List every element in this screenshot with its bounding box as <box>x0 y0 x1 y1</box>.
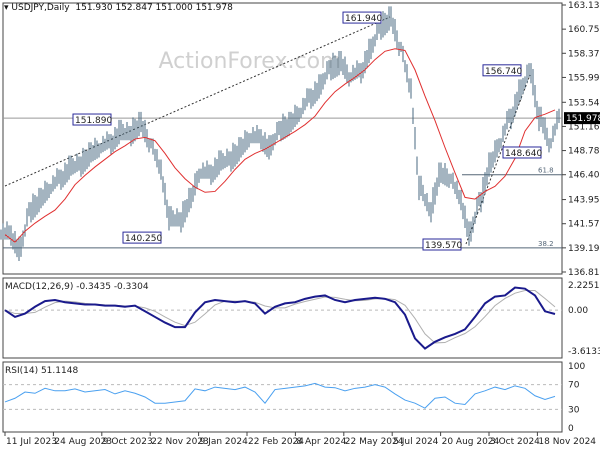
y-tick-label: 160.750 <box>568 25 600 35</box>
y-tick-label: 153.540 <box>568 98 600 108</box>
pane-frame <box>2 361 563 433</box>
macd-title: MACD(12,26,9) -0.3435 -0.3304 <box>5 282 149 292</box>
watermark: ActionForex.com <box>159 49 342 74</box>
rsi-axis-label: 70 <box>568 381 580 391</box>
y-tick-label: 143.950 <box>568 196 600 206</box>
x-tick-label: 22 May 2024 <box>345 437 404 447</box>
rsi-axis-label: 30 <box>568 405 580 415</box>
price-annotation-box <box>72 113 112 126</box>
price-annotation-box <box>502 146 542 159</box>
trendline <box>465 74 531 245</box>
rsi-title: RSI(14) 51.1148 <box>5 366 78 376</box>
rsi-axis-label: 100 <box>568 362 585 372</box>
price-annotation: 140.250 <box>125 234 162 244</box>
fib-label: 38.2 <box>538 240 554 248</box>
trendline <box>4 16 391 187</box>
x-tick-label: 5 Jul 2024 <box>393 437 438 447</box>
x-tick-label: 24 Aug 2023 <box>54 437 112 447</box>
y-tick-label: 155.990 <box>568 73 600 83</box>
rsi-axis-label: 0 <box>568 424 574 434</box>
macd-axis-label: -3.6133 <box>568 347 600 357</box>
current-price-label: 151.978 <box>566 114 600 124</box>
price-annotation-box <box>122 231 162 244</box>
price-annotation: 151.890 <box>75 116 112 126</box>
price-annotation-box <box>422 238 462 251</box>
y-tick-label: 163.130 <box>568 1 600 11</box>
macd-axis-label: 0.00 <box>568 306 588 316</box>
symbol: USDJPY,Daily <box>11 3 70 13</box>
ohlc-values: 151.930 152.847 151.000 151.978 <box>75 3 233 13</box>
price-annotation: 161.940 <box>345 14 382 24</box>
macd-line <box>4 286 556 350</box>
y-tick-label: 141.570 <box>568 220 600 230</box>
rsi-line <box>4 382 556 409</box>
x-tick-label: 11 Jul 2023 <box>6 437 57 447</box>
price-annotation-box <box>342 11 382 24</box>
x-tick-label: 20 Aug 2024 <box>442 437 500 447</box>
macd-signal-line <box>4 290 556 344</box>
macd-axis-label: 2.2251 <box>568 281 600 291</box>
y-tick-label: 139.190 <box>568 244 600 254</box>
price-annotation-box <box>482 64 522 77</box>
current-price-badge <box>564 112 600 125</box>
y-tick-label: 136.810 <box>568 268 600 278</box>
x-tick-label: 22 Nov 2023 <box>151 437 209 447</box>
y-tick-label: 158.370 <box>568 49 600 59</box>
fib-label: 61.8 <box>538 167 554 175</box>
moving-average-line <box>4 48 556 243</box>
chart-title: ▾ USDJPY,Daily 151.930 152.847 151.000 1… <box>4 3 233 13</box>
x-tick-label: 8 Apr 2024 <box>296 437 346 447</box>
x-tick-label: 18 Nov 2024 <box>538 437 596 447</box>
x-tick-label: 9 Jan 2024 <box>200 437 248 447</box>
price-annotation: 156.740 <box>485 67 522 77</box>
y-tick-label: 146.400 <box>568 171 600 181</box>
x-tick-label: 22 Feb 2024 <box>248 437 304 447</box>
pane-frame <box>2 277 563 359</box>
y-tick-label: 148.780 <box>568 147 600 157</box>
x-tick-label: 3 Oct 2024 <box>490 437 540 447</box>
price-annotation: 148.640 <box>505 149 542 159</box>
price-annotation: 139.570 <box>425 241 462 251</box>
y-tick-label: 151.160 <box>568 122 600 132</box>
pane-frame <box>2 2 563 275</box>
x-tick-label: 9 Oct 2023 <box>103 437 153 447</box>
